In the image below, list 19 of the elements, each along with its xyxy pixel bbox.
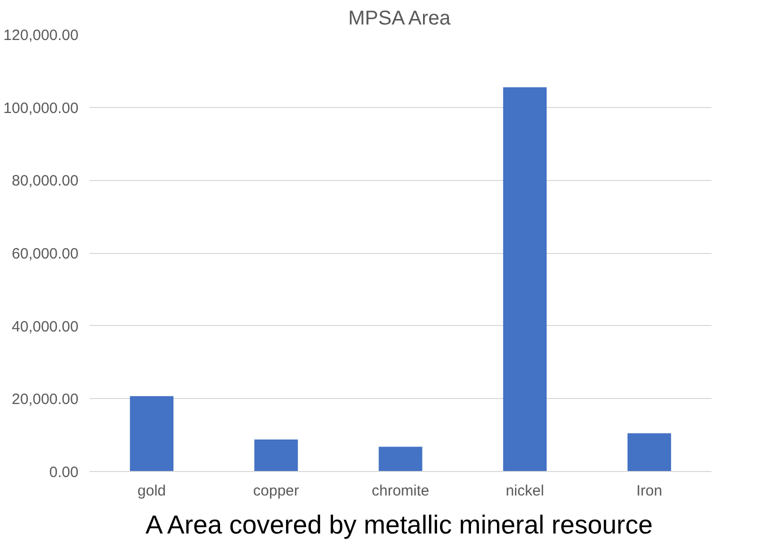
bar <box>254 439 298 472</box>
y-tick-label: 100,000.00 <box>3 100 79 117</box>
x-tick-label: gold <box>138 482 166 500</box>
bar <box>130 396 174 472</box>
y-tick-label: 20,000.00 <box>12 391 79 408</box>
x-tick-label: copper <box>253 482 300 500</box>
y-tick-label: 60,000.00 <box>12 246 79 262</box>
x-tick-label: nickel <box>506 482 544 500</box>
text: A Area covered by metallic mineral resource <box>145 510 653 540</box>
bar <box>628 433 672 472</box>
y-tick-label: 40,000.00 <box>12 318 79 336</box>
bar <box>503 87 547 472</box>
y-tick-label: 0.00 <box>49 464 79 481</box>
x-tick-label: Iron <box>636 482 662 500</box>
y-tick-label: 120,000.00 <box>3 27 79 44</box>
bar <box>378 446 422 472</box>
x-tick-label: chromite <box>372 482 430 500</box>
y-tick-label: 80,000.00 <box>12 172 79 190</box>
chart-title: MPSA Area <box>348 8 452 30</box>
